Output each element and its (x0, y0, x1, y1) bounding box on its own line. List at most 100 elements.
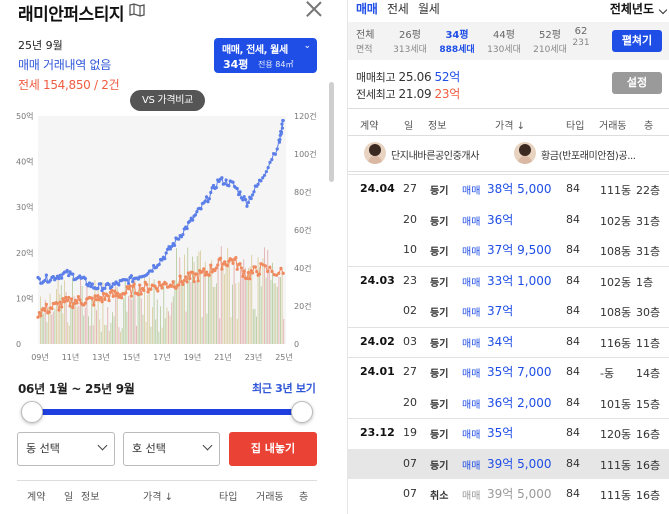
series-point (100, 300, 104, 304)
col-info[interactable]: 정보 (428, 121, 447, 132)
close-icon[interactable] (305, 0, 323, 18)
series-point (172, 243, 177, 247)
chevron-down-icon (202, 440, 213, 451)
volume-bar (49, 293, 51, 344)
volume-bar (131, 299, 133, 344)
col-type[interactable]: 타입 (219, 492, 238, 503)
series-point (43, 278, 47, 283)
volume-bar (171, 302, 173, 344)
series-point (68, 304, 72, 308)
ho-select[interactable]: 호 선택 (123, 432, 220, 466)
table-row[interactable]: 20 등기 매매 36억 84 102동 31층 (348, 205, 669, 235)
dong-select-value: 동 선택 (26, 442, 60, 455)
unit-type: 84 (566, 365, 580, 378)
col-day[interactable]: 일 (404, 121, 414, 132)
size-34[interactable]: 34평 888세대 (439, 30, 475, 55)
building-dong: 111동 (600, 489, 632, 502)
list-house-button[interactable]: 집 내놓기 (229, 432, 317, 466)
volume-bar (78, 305, 80, 344)
dong-select[interactable]: 동 선택 (17, 432, 115, 466)
table-row[interactable]: 24.01 27 등기 매매 35억 7,000 84 -동 14층 (348, 357, 669, 387)
vs-compare-button[interactable]: VS 가격비교 (130, 90, 205, 111)
size-26[interactable]: 26평 313세대 (393, 30, 427, 55)
series-point (220, 267, 224, 271)
trade-kind: 매매 (462, 308, 481, 319)
contract-day: 27 (403, 365, 417, 378)
series-point (275, 147, 279, 151)
period-slider-start-handle[interactable] (21, 401, 43, 423)
volume-bar (219, 318, 221, 344)
period-slider-track[interactable] (32, 409, 302, 415)
volume-bar (139, 285, 141, 344)
right-table-header: 계약 일 정보 가격 ↓ 타입 거래동 층 (348, 108, 669, 136)
trade-type-selector[interactable]: 매매, 전세, 월세 ⌄ 34평 전용 84㎡ (214, 38, 317, 73)
y-right-tick-label: 120건 (294, 111, 317, 121)
x-tick-label: 15년 (123, 352, 141, 362)
series-point (279, 130, 284, 134)
col-price[interactable]: 가격 ↓ (495, 121, 525, 132)
col-floor[interactable]: 층 (299, 492, 309, 503)
unfold-button[interactable]: 펼쳐기 (612, 30, 662, 52)
registry-status: 등기 (430, 399, 449, 411)
col-type[interactable]: 타입 (566, 121, 585, 132)
table-row[interactable]: 07 취소 매매 39억 5,000 84 111동 16층 (348, 479, 669, 509)
settings-button[interactable]: 설정 (612, 72, 662, 94)
size-52[interactable]: 52평 210세대 (533, 30, 567, 55)
recent-3-years-link[interactable]: 최근 3년 보기 (252, 382, 316, 395)
period-slider-end-handle[interactable] (291, 401, 313, 423)
table-row[interactable]: 24.03 23 등기 매매 33억 1,000 84 102동 1층 (348, 266, 669, 296)
col-dong[interactable]: 거래동 (599, 121, 627, 132)
col-info[interactable]: 정보 (81, 492, 100, 503)
agent-name[interactable]: 단지내바른공인중개사 (391, 151, 480, 162)
col-dong[interactable]: 거래동 (256, 492, 284, 503)
table-row[interactable]: 20 등기 매매 36억 2,000 84 101동 15층 (348, 388, 669, 418)
size-all[interactable]: 전체 면적 (356, 30, 375, 55)
table-row[interactable]: 24.04 27 등기 매매 38억 5,000 84 111동 22층 (348, 174, 669, 204)
series-point (206, 200, 210, 204)
agent-name[interactable]: 황금(반포래미안점)공... (541, 151, 636, 162)
series-point (78, 298, 82, 302)
table-row[interactable]: 23.12 19 등기 매매 35억 84 120동 16층 (348, 418, 669, 448)
col-contract[interactable]: 계약 (27, 492, 46, 503)
series-point (237, 193, 241, 197)
trade-price: 34억 (487, 334, 514, 349)
tab-monthly[interactable]: 월세 (418, 2, 440, 16)
avatar[interactable] (514, 142, 536, 164)
map-icon[interactable] (129, 3, 145, 17)
col-contract[interactable]: 계약 (360, 121, 379, 132)
series-point (188, 219, 192, 223)
series-point (76, 295, 81, 299)
registry-status: 등기 (430, 460, 449, 472)
series-point (188, 276, 192, 281)
series-point (86, 284, 90, 288)
table-row[interactable]: 10 등기 매매 37억 9,500 84 108동 31층 (348, 235, 669, 265)
col-price[interactable]: 가격 ↓ (143, 492, 173, 503)
y-right-tick-label: 60건 (294, 225, 312, 235)
series-point (58, 300, 62, 304)
unit-type: 84 (566, 487, 580, 500)
col-day[interactable]: 일 (64, 492, 74, 503)
volume-bar (51, 314, 53, 344)
series-point (36, 315, 40, 319)
size-62[interactable]: 62 231 (572, 26, 590, 48)
y-right-tick-label: 40건 (294, 263, 312, 273)
series-point (44, 302, 48, 306)
tab-jeonse[interactable]: 전세 (387, 2, 409, 16)
volume-bar (153, 279, 155, 344)
tab-trade[interactable]: 매매 (356, 2, 378, 16)
series-point (235, 186, 239, 191)
avatar[interactable] (364, 142, 386, 164)
series-point (192, 279, 196, 284)
volume-bar (251, 254, 253, 344)
table-row[interactable]: 07 등기 매매 39억 5,000 84 111동 16층 (348, 448, 669, 479)
col-floor[interactable]: 층 (644, 121, 654, 132)
volume-bar (118, 327, 120, 344)
size-44[interactable]: 44평 130세대 (487, 30, 521, 55)
table-row[interactable]: 02 등기 매매 37억 84 108동 30층 (348, 296, 669, 326)
left-scrollbar[interactable] (329, 82, 334, 182)
contract-day: 03 (403, 334, 417, 348)
series-point (110, 285, 114, 289)
year-filter[interactable]: 전체년도 (609, 2, 654, 16)
series-point (62, 300, 67, 304)
table-row[interactable]: 24.02 03 등기 매매 34억 84 116동 11층 (348, 327, 669, 357)
